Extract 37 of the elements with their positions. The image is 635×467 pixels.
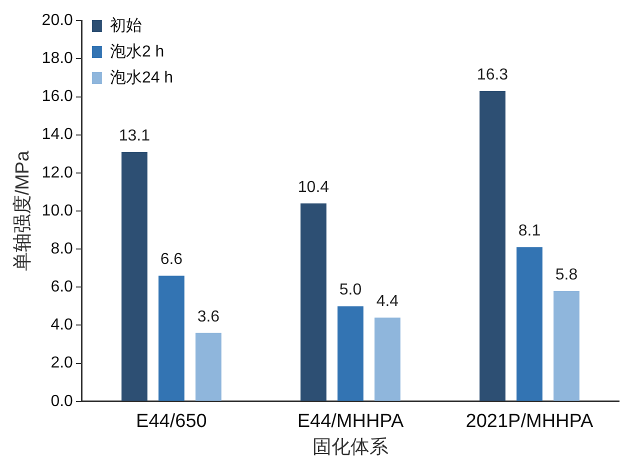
y-tick-label: 18.0 — [42, 50, 74, 68]
x-tick-label: E44/650 — [136, 411, 207, 432]
data-label: 5.8 — [555, 266, 578, 284]
data-label: 10.4 — [298, 178, 330, 196]
bar — [480, 91, 506, 401]
legend-label: 泡水2 h — [110, 42, 164, 60]
y-axis-title: 单轴强度/MPa — [12, 150, 34, 272]
y-tick-label: 20.0 — [42, 12, 74, 30]
y-tick-label: 6.0 — [50, 278, 74, 296]
y-tick-label: 12.0 — [42, 164, 74, 182]
data-label: 8.1 — [518, 222, 541, 240]
data-label: 4.4 — [376, 293, 399, 310]
data-label: 13.1 — [118, 127, 150, 144]
y-tick-label: 8.0 — [50, 240, 74, 258]
bar — [122, 152, 148, 401]
y-tick-label: 16.0 — [42, 88, 74, 106]
bar — [196, 332, 222, 401]
data-label: 6.6 — [160, 251, 183, 268]
y-tick-label: 4.0 — [50, 316, 74, 334]
x-tick-label: 2021P/MHHPA — [466, 411, 594, 432]
legend-label: 初始 — [110, 16, 142, 34]
bar — [516, 247, 542, 401]
y-tick-label: 0.0 — [50, 392, 74, 410]
x-tick-label: E44/MHHPA — [297, 411, 404, 432]
bar — [374, 318, 400, 401]
y-tick-label: 2.0 — [50, 354, 74, 372]
data-label: 16.3 — [476, 66, 508, 84]
legend-label: 泡水24 h — [110, 68, 174, 86]
y-tick-label: 10.0 — [42, 202, 74, 220]
bar — [300, 203, 326, 401]
bar — [554, 290, 580, 401]
data-label: 3.6 — [197, 308, 220, 326]
y-tick-label: 14.0 — [42, 126, 74, 144]
x-axis-title: 固化体系 — [312, 436, 388, 458]
bar — [158, 276, 184, 401]
data-label: 5.0 — [339, 282, 362, 299]
bar — [338, 306, 364, 401]
